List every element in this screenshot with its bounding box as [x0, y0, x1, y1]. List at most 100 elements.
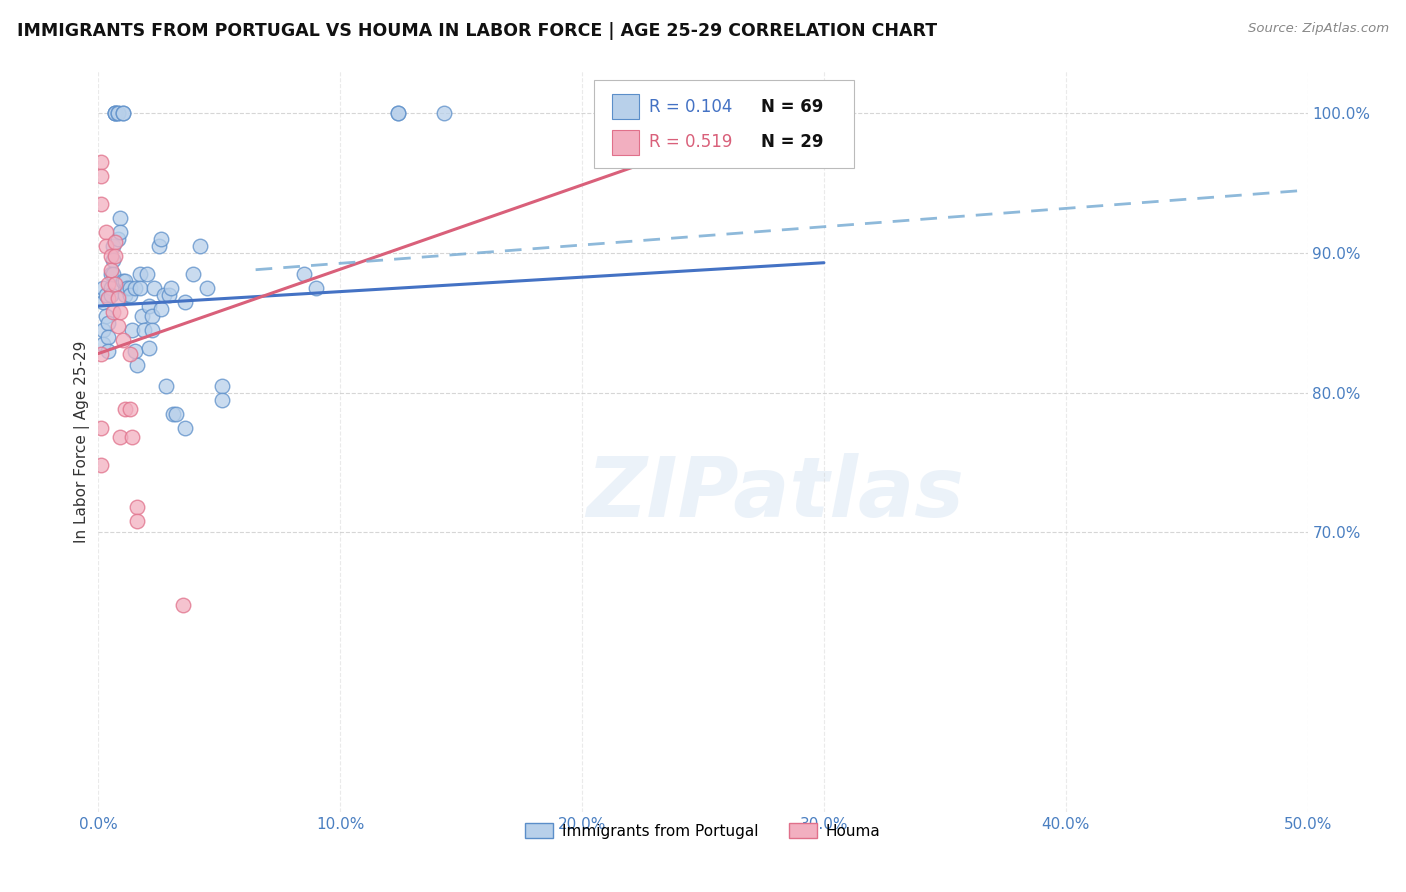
Point — [165, 407, 187, 421]
Text: ZIPatlas: ZIPatlas — [586, 453, 965, 534]
Point — [162, 407, 184, 421]
Point — [128, 267, 150, 281]
Point — [114, 402, 136, 417]
Point — [121, 430, 143, 444]
Point — [100, 262, 122, 277]
Y-axis label: In Labor Force | Age 25-29: In Labor Force | Age 25-29 — [75, 341, 90, 542]
Point — [121, 323, 143, 337]
Point — [97, 291, 120, 305]
Point — [716, 106, 738, 120]
Point — [114, 274, 136, 288]
Point — [124, 281, 146, 295]
Text: R = 0.104: R = 0.104 — [648, 98, 733, 116]
Point — [141, 309, 163, 323]
Point — [127, 500, 149, 515]
Point — [118, 288, 141, 302]
FancyBboxPatch shape — [613, 130, 638, 155]
Point — [433, 106, 456, 120]
Point — [141, 323, 163, 337]
Point — [776, 106, 799, 120]
Point — [101, 252, 124, 267]
Point — [108, 211, 131, 225]
Point — [111, 106, 134, 120]
Point — [111, 274, 134, 288]
Point — [107, 232, 129, 246]
Text: Source: ZipAtlas.com: Source: ZipAtlas.com — [1249, 22, 1389, 36]
Point — [91, 336, 114, 351]
Point — [100, 249, 122, 263]
Text: IMMIGRANTS FROM PORTUGAL VS HOUMA IN LABOR FORCE | AGE 25-29 CORRELATION CHART: IMMIGRANTS FROM PORTUGAL VS HOUMA IN LAB… — [17, 22, 936, 40]
Point — [100, 281, 122, 295]
Point — [174, 294, 197, 309]
Point — [150, 232, 173, 246]
Point — [91, 294, 114, 309]
Point — [148, 239, 170, 253]
Point — [97, 277, 120, 291]
Point — [101, 239, 124, 253]
Point — [100, 288, 122, 302]
FancyBboxPatch shape — [595, 80, 855, 168]
Point — [127, 358, 149, 372]
Point — [91, 323, 114, 337]
Point — [155, 378, 177, 392]
Point — [776, 106, 799, 120]
Point — [90, 420, 112, 434]
Point — [114, 288, 136, 302]
Point — [104, 235, 127, 249]
Point — [108, 304, 131, 318]
Point — [101, 267, 124, 281]
Point — [108, 430, 131, 444]
Point — [104, 106, 127, 120]
Text: R = 0.519: R = 0.519 — [648, 133, 733, 151]
Point — [107, 291, 129, 305]
Point — [138, 299, 160, 313]
Point — [131, 309, 153, 323]
Point — [91, 281, 114, 295]
Point — [90, 197, 112, 211]
Point — [387, 106, 409, 120]
Point — [107, 106, 129, 120]
Point — [211, 378, 233, 392]
Point — [181, 267, 204, 281]
Point — [150, 301, 173, 316]
Point — [143, 281, 166, 295]
Point — [135, 267, 157, 281]
Point — [117, 281, 139, 295]
Point — [160, 281, 183, 295]
Point — [111, 106, 134, 120]
Point — [813, 106, 835, 120]
Point — [101, 304, 124, 318]
Point — [134, 323, 156, 337]
Point — [90, 155, 112, 169]
Point — [387, 106, 409, 120]
Point — [90, 346, 112, 360]
Text: N = 69: N = 69 — [761, 98, 824, 116]
Point — [195, 281, 218, 295]
Point — [292, 267, 315, 281]
Point — [97, 343, 120, 358]
Point — [211, 392, 233, 407]
Point — [97, 316, 120, 330]
Point — [124, 343, 146, 358]
Point — [127, 514, 149, 528]
Point — [107, 318, 129, 333]
Point — [107, 106, 129, 120]
FancyBboxPatch shape — [613, 95, 638, 120]
Point — [104, 249, 127, 263]
Point — [174, 420, 197, 434]
Point — [94, 239, 117, 253]
Point — [90, 458, 112, 473]
Point — [128, 281, 150, 295]
Point — [94, 309, 117, 323]
Point — [108, 225, 131, 239]
Point — [188, 239, 211, 253]
Point — [172, 598, 194, 612]
Text: N = 29: N = 29 — [761, 133, 824, 151]
Point — [94, 288, 117, 302]
Point — [305, 281, 328, 295]
Point — [104, 106, 127, 120]
Point — [97, 330, 120, 344]
Point — [157, 288, 180, 302]
Point — [118, 402, 141, 417]
Point — [118, 346, 141, 360]
